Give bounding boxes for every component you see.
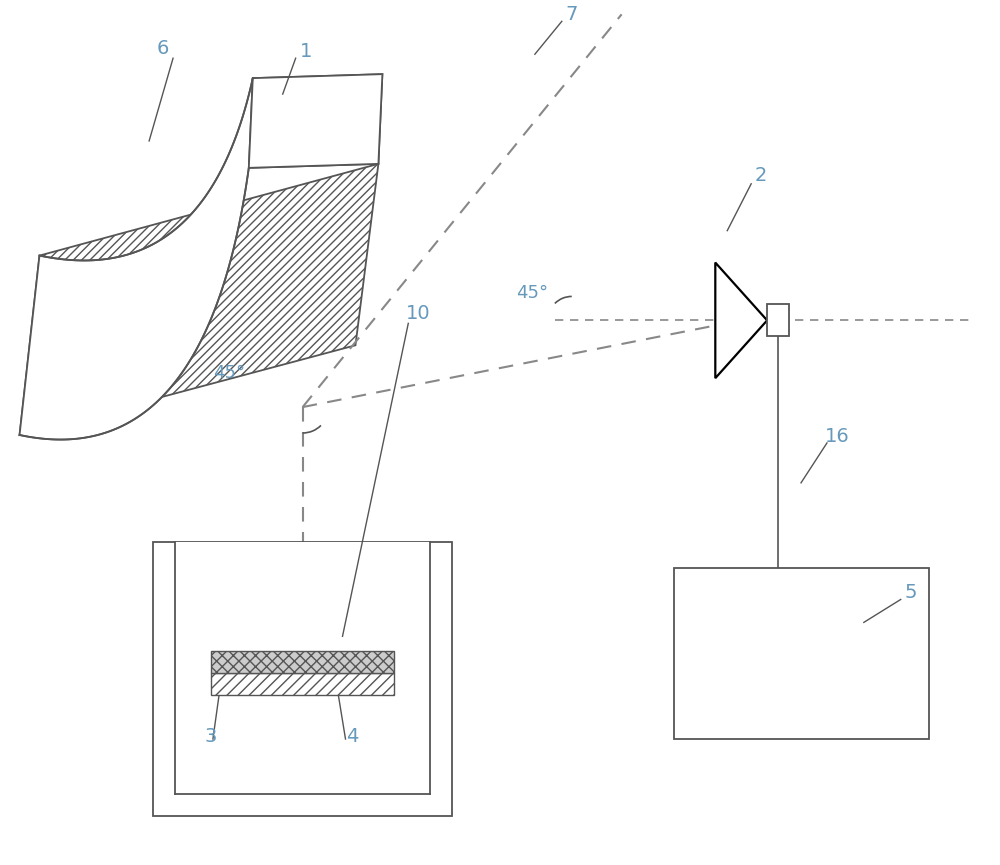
- Bar: [175, 541, 430, 794]
- Polygon shape: [249, 74, 382, 168]
- Bar: [767, 304, 789, 336]
- Text: 6: 6: [157, 39, 169, 58]
- Bar: [211, 651, 394, 673]
- Text: 16: 16: [825, 427, 849, 446]
- Bar: [211, 673, 394, 695]
- Text: 45°: 45°: [213, 364, 245, 382]
- Polygon shape: [20, 78, 253, 439]
- Bar: [674, 567, 929, 739]
- Bar: [153, 541, 452, 816]
- Text: 45°: 45°: [516, 285, 548, 303]
- Text: 4: 4: [346, 727, 359, 746]
- Polygon shape: [249, 74, 382, 168]
- Text: 3: 3: [205, 727, 217, 746]
- Polygon shape: [715, 263, 767, 378]
- Text: 5: 5: [904, 583, 917, 602]
- Polygon shape: [20, 163, 378, 435]
- Text: 10: 10: [406, 304, 431, 323]
- Text: 7: 7: [566, 5, 578, 24]
- Text: 1: 1: [299, 42, 312, 61]
- Text: 2: 2: [755, 166, 767, 185]
